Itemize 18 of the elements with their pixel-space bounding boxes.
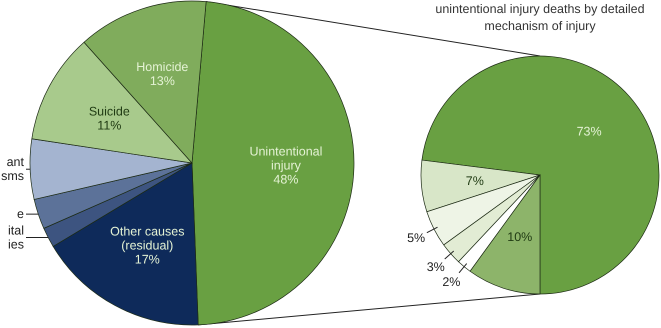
slice-label: ital ies bbox=[8, 224, 24, 252]
data-label: 17% bbox=[134, 252, 160, 267]
data-label: 11% bbox=[97, 118, 122, 132]
data-label: 2% bbox=[442, 275, 460, 290]
slice-label: e bbox=[17, 207, 24, 222]
data-label: 73% bbox=[576, 124, 602, 139]
data-label: 13% bbox=[150, 74, 175, 88]
data-label: 10% bbox=[507, 230, 532, 244]
data-label: 5% bbox=[407, 231, 426, 246]
slice-label: Suicide bbox=[88, 104, 130, 118]
slice-label: Unintentional injury bbox=[249, 144, 322, 172]
data-label: 48% bbox=[273, 172, 298, 186]
slice-label: Other causes (residual) bbox=[110, 224, 184, 253]
data-label: 3% bbox=[426, 260, 445, 274]
chart-title: unintentional injury deaths by detailed mechanism of injury bbox=[435, 1, 645, 35]
slice-label: ant sms bbox=[1, 155, 25, 184]
data-label: 7% bbox=[466, 174, 484, 188]
slice-label: Homicide bbox=[136, 60, 188, 74]
